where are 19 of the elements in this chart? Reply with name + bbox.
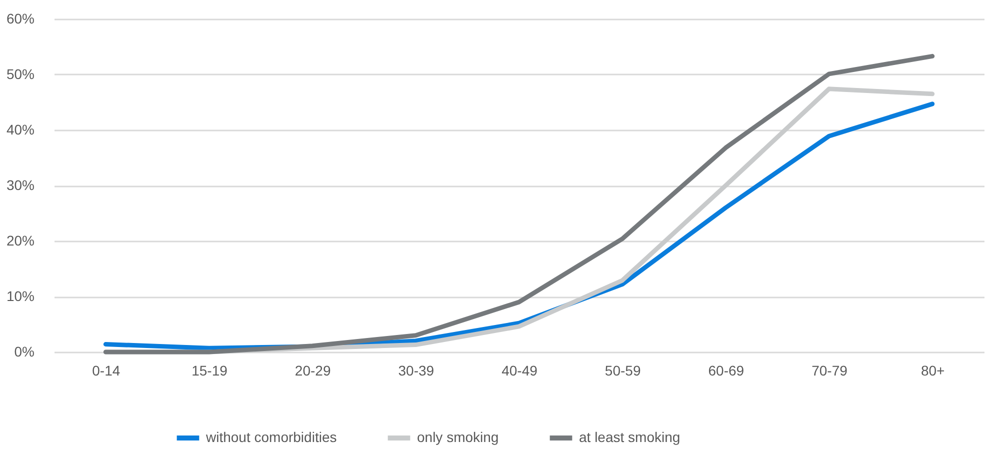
x-tick-label: 15-19 — [192, 362, 228, 378]
legend-label: at least smoking — [579, 429, 680, 445]
x-tick-label: 80+ — [920, 362, 945, 378]
y-tick-label: 10% — [6, 288, 34, 304]
y-tick-label: 60% — [6, 10, 34, 26]
y-tick-label: 50% — [6, 66, 34, 82]
legend-label: without comorbidities — [205, 429, 337, 445]
y-tick-label: 20% — [6, 232, 34, 248]
x-tick-label: 20-29 — [294, 362, 331, 378]
y-tick-label: 30% — [6, 177, 34, 193]
x-tick-label: 30-39 — [398, 362, 434, 378]
y-tick-label: 0% — [14, 344, 34, 360]
legend-label: only smoking — [417, 429, 499, 445]
x-tick-label: 50-59 — [604, 362, 641, 378]
x-tick-label: 70-79 — [812, 362, 848, 378]
x-tick-label: 0-14 — [92, 362, 120, 378]
x-tick-label: 60-69 — [708, 362, 744, 378]
x-tick-label: 40-49 — [502, 362, 538, 378]
y-tick-label: 40% — [6, 122, 34, 138]
